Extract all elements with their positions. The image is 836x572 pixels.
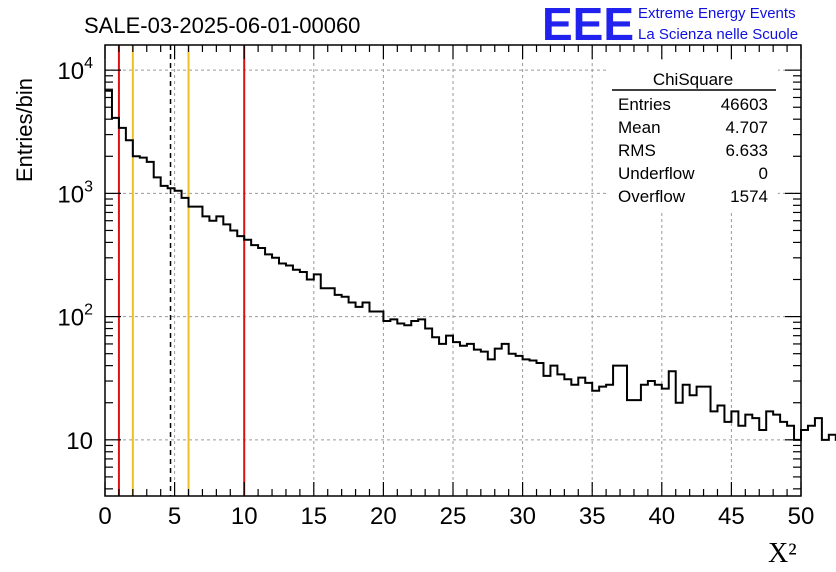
- stats-title: ChiSquare: [653, 70, 733, 89]
- x-tick-label: 45: [718, 503, 745, 530]
- y-tick-label: 10: [66, 428, 93, 455]
- x-tick-label: 0: [98, 503, 111, 530]
- x-tick-label: 35: [579, 503, 606, 530]
- y-tick-label: 103: [57, 178, 93, 208]
- stats-row-value: 4.707: [725, 118, 768, 137]
- x-axis-label: X²: [768, 538, 797, 569]
- stats-row-value: 1574: [730, 187, 768, 206]
- stats-row-value: 46603: [721, 95, 768, 114]
- stats-row-label: RMS: [618, 141, 656, 160]
- eee-logo: EEE Extreme Energy Events La Scienza nel…: [542, 0, 798, 50]
- stats-row-label: Overflow: [618, 187, 686, 206]
- stats-row-label: Underflow: [618, 164, 695, 183]
- stats-box: ChiSquare Entries 46603 Mean 4.707 RMS 6.633 U…: [608, 62, 778, 212]
- x-tick-label: 40: [648, 503, 675, 530]
- axes: 0 5 10 15 20 25 30 35 40 45 50 10 102 103 104: [57, 45, 814, 530]
- logo-line-2: La Scienza nelle Scuole: [638, 26, 798, 43]
- stats-row-label: Entries: [618, 95, 671, 114]
- x-tick-label: 50: [788, 503, 815, 530]
- eee-logo-mark: EEE: [542, 0, 634, 50]
- histogram-series: [105, 89, 836, 441]
- stats-row-value: 0: [759, 164, 768, 183]
- plot-frame: [104, 44, 802, 497]
- y-axis-label: Entries/bin: [12, 78, 37, 182]
- logo-line-1: Extreme Energy Events: [638, 5, 796, 22]
- x-tick-label: 10: [231, 503, 258, 530]
- x-tick-label: 25: [440, 503, 467, 530]
- grid: [105, 45, 801, 496]
- stats-row-label: Mean: [618, 118, 661, 137]
- y-tick-label: 102: [57, 302, 93, 332]
- stats-box-background: [608, 62, 778, 212]
- stats-row-value: 6.633: [725, 141, 768, 160]
- x-tick-label: 20: [370, 503, 397, 530]
- x-tick-label: 30: [509, 503, 536, 530]
- run-title: SALE-03-2025-06-01-00060: [84, 13, 360, 38]
- x-tick-label: 5: [168, 503, 181, 530]
- y-tick-label: 104: [57, 55, 93, 85]
- x-tick-label: 15: [300, 503, 327, 530]
